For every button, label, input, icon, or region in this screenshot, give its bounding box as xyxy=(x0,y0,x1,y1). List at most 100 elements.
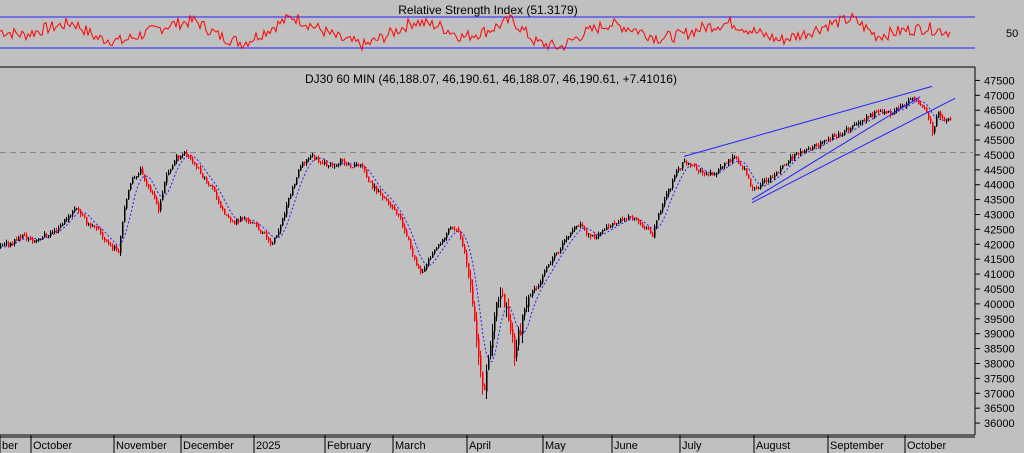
candle-body xyxy=(734,156,736,158)
candle-body xyxy=(778,172,780,174)
candle-body xyxy=(612,223,614,227)
candle-body xyxy=(566,237,568,240)
candle-body xyxy=(800,151,802,155)
candle-body xyxy=(932,122,934,134)
candle-body xyxy=(670,188,672,190)
y-tick-label: 41000 xyxy=(984,269,1015,281)
candle-body xyxy=(922,104,924,108)
candle-body xyxy=(312,154,314,156)
candle-body xyxy=(886,111,888,113)
candle-body xyxy=(172,166,174,170)
candle-body xyxy=(126,199,128,209)
candle-body xyxy=(938,111,940,118)
candle-body xyxy=(662,204,664,211)
candle-body xyxy=(596,236,598,239)
candle-body xyxy=(290,195,292,199)
candle-body xyxy=(480,355,482,371)
candle-body xyxy=(394,207,396,211)
candle-body xyxy=(558,251,560,253)
x-tick-label: July xyxy=(682,440,702,452)
candle-body xyxy=(268,237,270,241)
candle-body xyxy=(406,230,408,237)
candle-body xyxy=(744,168,746,170)
candle-body xyxy=(74,208,76,212)
candle-body xyxy=(238,219,240,222)
candle-body xyxy=(676,170,678,177)
candle-body xyxy=(798,153,800,155)
candle-body xyxy=(266,232,268,238)
candle-body xyxy=(930,118,932,123)
candle-body xyxy=(32,238,34,243)
candle-body xyxy=(372,182,374,189)
candle-body xyxy=(680,168,682,170)
candle-body xyxy=(392,206,394,208)
candle-body xyxy=(726,162,728,164)
candle-body xyxy=(532,290,534,296)
candle-body xyxy=(194,162,196,164)
candle-body xyxy=(348,164,350,166)
candle-body xyxy=(502,294,504,296)
x-tick-label: April xyxy=(469,440,491,452)
candle-body xyxy=(234,220,236,225)
candle-body xyxy=(946,120,948,122)
candle-body xyxy=(508,306,510,321)
candle-body xyxy=(896,107,898,112)
y-tick-label: 43000 xyxy=(984,210,1015,222)
candle-body xyxy=(632,216,634,219)
candle-body xyxy=(542,275,544,283)
candle-body xyxy=(8,242,10,246)
candle-body xyxy=(76,208,78,210)
x-tick-label: October xyxy=(907,440,946,452)
candle-body xyxy=(418,265,420,269)
candle-body xyxy=(860,122,862,124)
y-tick-label: 38000 xyxy=(984,358,1015,370)
candle-body xyxy=(528,296,530,307)
candle-body xyxy=(766,179,768,182)
candle-body xyxy=(700,170,702,172)
candle-body xyxy=(14,239,16,244)
candle-body xyxy=(522,314,524,335)
candle-body xyxy=(754,187,756,189)
candle-body xyxy=(856,124,858,126)
candle-body xyxy=(144,174,146,181)
candle-body xyxy=(106,239,108,242)
candle-body xyxy=(914,96,916,100)
candle-body xyxy=(222,207,224,210)
candle-body xyxy=(730,159,732,162)
candle-body xyxy=(696,166,698,171)
candle-body xyxy=(838,133,840,138)
candle-body xyxy=(10,243,12,246)
candle-body xyxy=(164,182,166,194)
candle-body xyxy=(214,186,216,192)
candle-body xyxy=(138,173,140,176)
candle-body xyxy=(396,209,398,214)
candle-body xyxy=(872,113,874,118)
candle-body xyxy=(564,239,566,243)
candle-body xyxy=(388,200,390,204)
candle-body xyxy=(292,187,294,196)
candle-body xyxy=(748,174,750,179)
candle-body xyxy=(280,224,282,232)
candle-body xyxy=(368,176,370,182)
candle-body xyxy=(864,119,866,122)
candle-body xyxy=(830,138,832,140)
candle-body xyxy=(56,230,58,232)
candle-body xyxy=(500,295,502,299)
candle-body xyxy=(462,237,464,247)
candle-body xyxy=(120,235,122,254)
candle-body xyxy=(218,197,220,203)
x-tick-label: 2025 xyxy=(256,440,280,452)
price-x-axis: ber October November December 2025 February Ma… xyxy=(0,435,975,453)
candle-body xyxy=(404,226,406,231)
candle-body xyxy=(62,224,64,226)
candle-body xyxy=(162,192,164,201)
candle-body xyxy=(104,237,106,240)
candle-body xyxy=(842,134,844,136)
candle-body xyxy=(386,198,388,201)
candle-body xyxy=(102,232,104,238)
candle-body xyxy=(790,156,792,161)
candle-body xyxy=(684,161,686,163)
candle-body xyxy=(674,175,676,181)
candle-body xyxy=(156,197,158,205)
